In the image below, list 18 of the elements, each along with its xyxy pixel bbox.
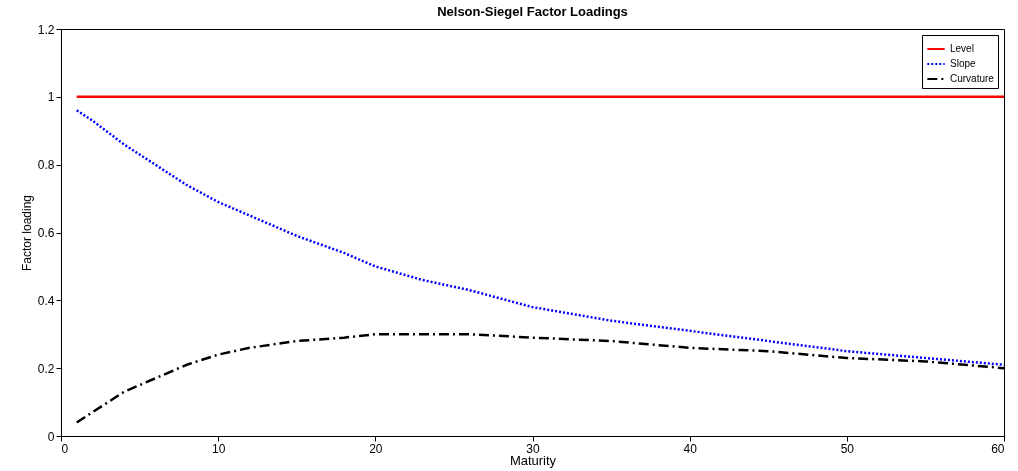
y-tick-label: 1	[47, 90, 55, 105]
x-tick-label: 0	[61, 441, 69, 456]
x-tick-label: 10	[211, 441, 226, 456]
y-tick-label: 1.2	[37, 22, 55, 37]
x-tick-label: 60	[991, 441, 1005, 456]
y-tick-label: 0	[47, 429, 55, 444]
y-tick-label: 0.8	[37, 158, 55, 173]
y-tick-label: 0.2	[37, 361, 55, 376]
legend-label: Curvature	[950, 73, 995, 84]
y-tick-label: 0.4	[37, 293, 55, 308]
y-axis-title: Factor loading	[19, 194, 34, 272]
legend-label: Level	[950, 43, 974, 54]
y-tick-label: 0.6	[37, 226, 55, 240]
x-tick-label: 20	[369, 441, 383, 456]
legend-label: Slope	[950, 58, 977, 69]
x-tick-label: 50	[840, 441, 855, 456]
x-tick-label: 40	[683, 441, 698, 456]
chart-title: Nelson-Siegel Factor Loadings	[437, 4, 628, 19]
